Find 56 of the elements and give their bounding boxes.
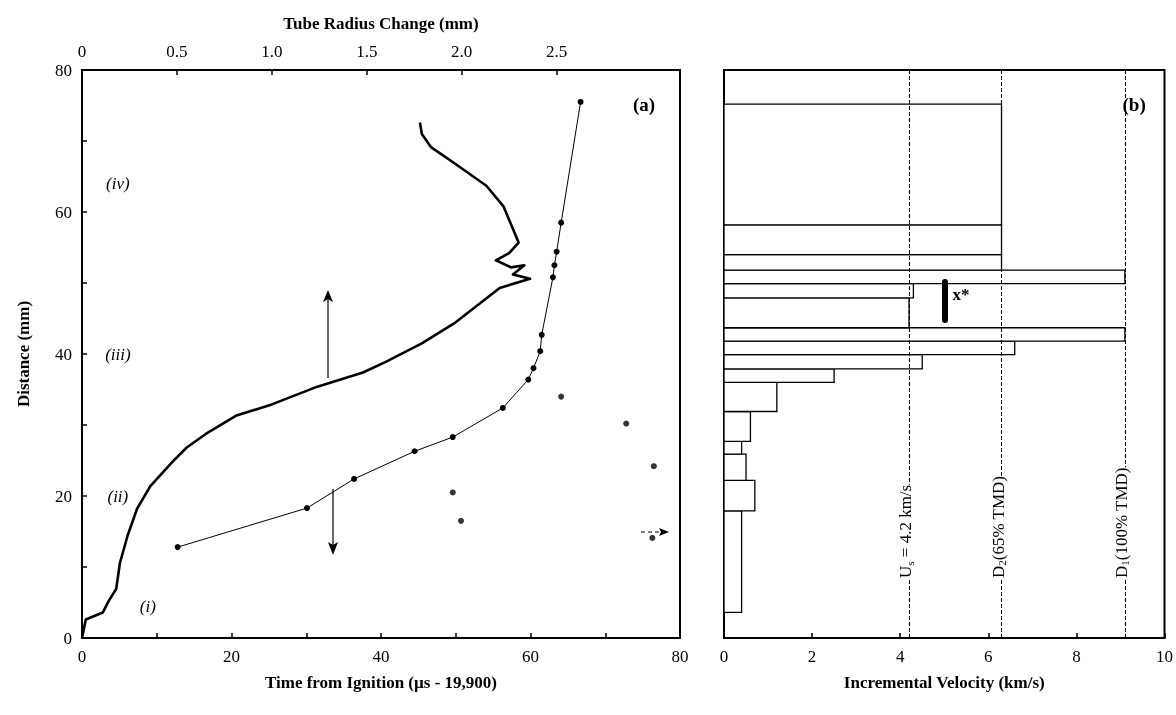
x2-tick-label: 1.5 (356, 42, 378, 61)
point (499, 404, 506, 411)
x-tick-label: 10 (1156, 647, 1173, 666)
x-tick-label: 4 (895, 647, 905, 666)
ref-line-label: D2(65% TMD) (988, 476, 1009, 578)
point (537, 348, 544, 355)
point (558, 219, 565, 226)
x2-axis-title: Tube Radius Change (mm) (283, 14, 479, 33)
point (411, 448, 418, 455)
ref-line-label: D1(100% TMD) (1111, 467, 1132, 578)
y-tick-label: 40 (55, 344, 72, 364)
point (525, 376, 532, 383)
point (553, 248, 560, 255)
point (549, 274, 556, 281)
annotation: (iii) (105, 344, 131, 364)
x-tick-label: 60 (522, 647, 539, 666)
point (649, 534, 656, 541)
x-tick-label: 2 (807, 647, 817, 666)
annotation: (i) (139, 596, 157, 616)
x2-tick-label: 2.5 (545, 42, 568, 61)
annotation: (ii) (107, 486, 129, 506)
x2-tick-label: 0.5 (166, 42, 188, 61)
x-tick-label: 0 (77, 647, 87, 666)
x-tick-label: 0 (719, 647, 729, 666)
ref-line-label: Us = 4.2 km/s (896, 484, 916, 578)
point (449, 434, 456, 441)
point (174, 544, 181, 551)
point (351, 475, 358, 482)
x-tick-label: 8 (1072, 647, 1081, 666)
x-axis-title: Time from Ignition (µs - 19,900) (264, 673, 498, 692)
y-tick-label: 60 (55, 202, 72, 222)
x-tick-label: 20 (223, 647, 240, 666)
x-tick-label: 80 (671, 647, 689, 666)
x2-tick-label: 0 (77, 42, 87, 61)
annotation: x* (952, 284, 970, 304)
y-tick-label: 0 (63, 628, 72, 648)
point (577, 98, 584, 105)
point (623, 420, 630, 427)
x2-tick-label: 2.0 (451, 42, 473, 61)
x-axis-title: Incremental Velocity (km/s) (843, 673, 1045, 692)
annotation: (a) (633, 93, 656, 116)
point (304, 505, 310, 512)
y-tick-label: 20 (55, 486, 72, 506)
point (558, 393, 565, 400)
point (457, 517, 464, 524)
x-tick-label: 6 (984, 647, 993, 666)
point (650, 463, 657, 470)
point (449, 489, 456, 496)
point (551, 262, 558, 269)
x2-tick-label: 1.0 (261, 42, 283, 61)
y-axis-title: Distance (mm) (14, 300, 33, 408)
x-tick-label: 40 (372, 647, 390, 666)
annotation: (iv) (106, 174, 131, 194)
y-tick-label: 80 (55, 60, 72, 80)
point (538, 331, 545, 338)
point (530, 365, 537, 372)
